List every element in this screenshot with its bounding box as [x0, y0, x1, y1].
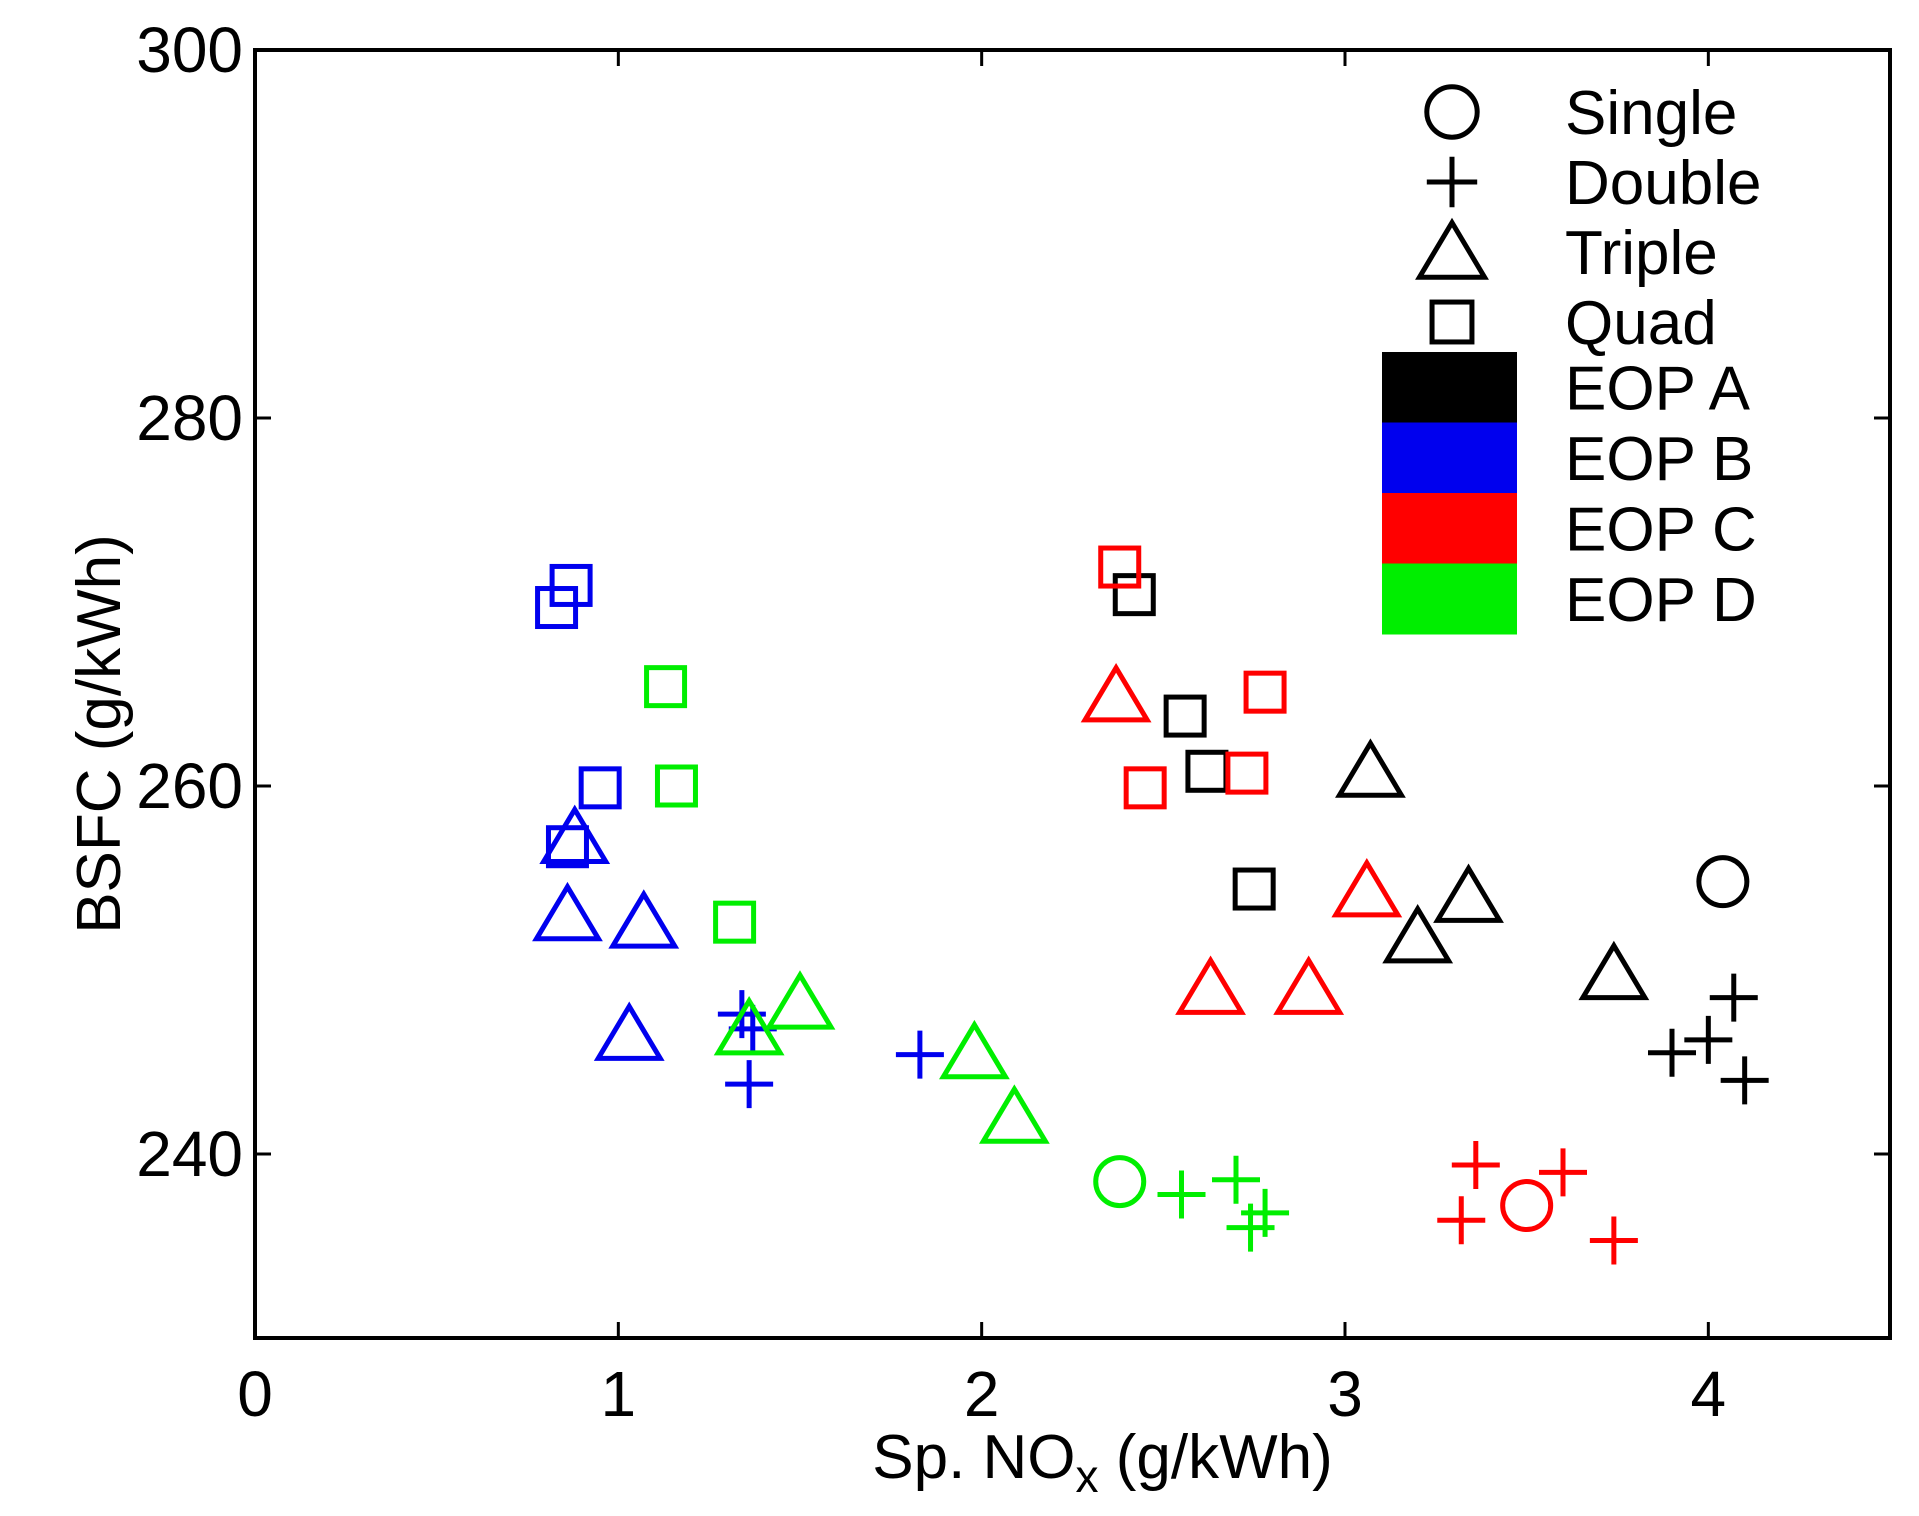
- data-point-plus: [1539, 1148, 1587, 1197]
- data-point-square: [644, 665, 688, 709]
- legend-plus-icon: [1426, 156, 1478, 208]
- legend-label-eop-b: EOP B: [1565, 425, 1753, 494]
- legend-label-eop-a: EOP A: [1565, 354, 1751, 423]
- series-eop-d-double: [1157, 1155, 1290, 1252]
- legend-label-eop-c: EOP C: [1565, 495, 1757, 564]
- series-eop-a-single: [1696, 855, 1750, 909]
- data-point-triangle: [532, 881, 603, 942]
- x-axis-label-unit: (g/kWh): [1099, 1423, 1333, 1492]
- legend-swatch-eop-b: [1382, 422, 1517, 494]
- series-eop-c-triple: [1080, 662, 1403, 1015]
- legend-swatch-eop-a: [1382, 352, 1517, 423]
- data-point-triangle: [1175, 955, 1246, 1015]
- data-point-triangle: [713, 995, 785, 1056]
- data-point-plus: [1437, 1196, 1486, 1245]
- data-point-square: [535, 586, 579, 630]
- data-point-plus: [1451, 1141, 1500, 1190]
- data-point-circle: [1500, 1179, 1554, 1233]
- data-point-square: [1163, 694, 1207, 738]
- data-point-square: [1112, 573, 1156, 617]
- data-point-square: [654, 764, 698, 808]
- data-point-triangle: [1335, 738, 1406, 798]
- x-axis-label-subscript: x: [1076, 1450, 1099, 1502]
- legend-swatch-eop-c: [1382, 493, 1517, 564]
- y-tick-label: 300: [136, 14, 243, 86]
- data-point-plus: [1684, 1015, 1733, 1064]
- data-point-plus: [1157, 1170, 1206, 1219]
- y-tick-label: 240: [136, 1118, 243, 1190]
- x-tick-label: 4: [1691, 1358, 1727, 1430]
- data-points: [532, 545, 1769, 1265]
- data-point-square: [1185, 749, 1229, 793]
- data-point-plus: [1709, 973, 1758, 1022]
- legend-label-double: Double: [1565, 149, 1761, 218]
- legend-label-single: Single: [1565, 79, 1737, 148]
- x-tick-label: 3: [1327, 1358, 1363, 1430]
- series-eop-a-double: [1648, 973, 1769, 1105]
- data-point-plus: [725, 1060, 774, 1109]
- data-point-triangle: [1433, 863, 1504, 923]
- data-point-square: [545, 825, 589, 869]
- legend-square-icon: [1429, 299, 1475, 345]
- data-point-circle: [1696, 855, 1750, 909]
- data-point-square: [549, 563, 593, 607]
- data-point-triangle: [938, 1019, 1010, 1080]
- data-point-triangle: [593, 1001, 665, 1061]
- legend-swatch-eop-d: [1382, 563, 1517, 635]
- series-eop-a-triple: [1335, 738, 1650, 1001]
- data-point-square: [1123, 766, 1167, 810]
- legend-triangle-icon: [1415, 217, 1489, 280]
- data-point-plus: [895, 1030, 944, 1079]
- data-point-plus: [1589, 1216, 1638, 1265]
- data-point-square: [1232, 867, 1276, 911]
- plot-frame: [253, 48, 1892, 1340]
- data-point-triangle: [1578, 940, 1650, 1001]
- series-eop-c-double: [1437, 1141, 1638, 1265]
- y-tick-label: 260: [136, 750, 243, 822]
- data-point-plus: [1720, 1056, 1769, 1105]
- series-eop-a-quad: [1112, 573, 1276, 911]
- series-eop-b-quad: [535, 563, 622, 869]
- series-eop-d-quad: [644, 665, 757, 944]
- data-point-triangle: [539, 804, 611, 865]
- legend-label-triple: Triple: [1565, 219, 1718, 288]
- x-tick-label: 0: [237, 1358, 273, 1430]
- data-point-triangle: [608, 889, 680, 949]
- series-eop-d-triple: [713, 970, 1050, 1144]
- series-eop-c-quad: [1098, 545, 1287, 810]
- data-point-square: [1225, 751, 1269, 795]
- data-point-plus: [1212, 1155, 1260, 1204]
- data-point-triangle: [1080, 662, 1152, 723]
- data-point-square: [713, 900, 757, 944]
- series-eop-c-single: [1500, 1179, 1554, 1233]
- legend-label-eop-d: EOP D: [1565, 566, 1757, 635]
- data-point-square: [1098, 545, 1142, 589]
- x-tick-label: 2: [964, 1358, 1000, 1430]
- data-point-triangle: [764, 970, 836, 1030]
- x-tick-label: 1: [601, 1358, 637, 1430]
- data-point-square: [578, 766, 622, 810]
- x-axis-label-main: Sp. NO: [872, 1423, 1075, 1492]
- data-point-circle: [1093, 1155, 1147, 1209]
- axis-labels: BSFC (g/kWh) Sp. NOx (g/kWh): [65, 534, 1333, 1502]
- legend-label-quad: Quad: [1565, 289, 1717, 358]
- data-point-triangle: [1331, 857, 1403, 918]
- data-point-square: [1243, 670, 1287, 714]
- x-axis-label: Sp. NOx (g/kWh): [872, 1423, 1333, 1502]
- data-point-plus: [1648, 1028, 1696, 1077]
- data-point-triangle: [978, 1084, 1050, 1144]
- data-point-plus: [1226, 1203, 1275, 1252]
- legend-circle-icon: [1424, 84, 1480, 140]
- axis-ticks: 0 1 2 3 4 240 260 280 300: [136, 14, 1890, 1430]
- y-axis-label: BSFC (g/kWh): [65, 534, 134, 934]
- series-eop-b-triple: [532, 804, 680, 1061]
- data-point-triangle: [1273, 955, 1345, 1015]
- y-tick-label: 280: [136, 382, 243, 454]
- data-point-triangle: [1382, 903, 1454, 964]
- series-eop-d-single: [1093, 1155, 1147, 1209]
